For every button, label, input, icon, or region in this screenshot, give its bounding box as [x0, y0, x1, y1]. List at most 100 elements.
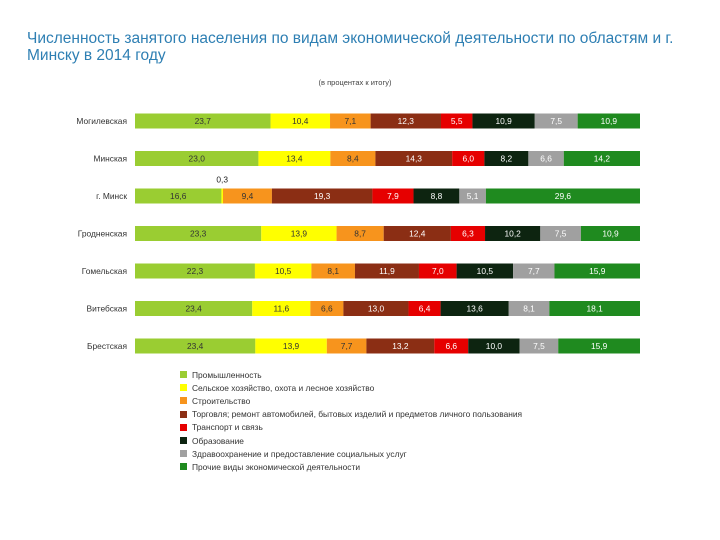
category-label: г. Минск: [96, 191, 127, 201]
data-label: 6,6: [540, 154, 552, 164]
bar-segment: [558, 338, 640, 354]
data-label: 23,3: [190, 229, 207, 239]
data-label: 13,4: [286, 154, 303, 164]
data-label: 12,3: [398, 116, 415, 126]
bar-segment: [450, 226, 486, 241]
bar-segment: [534, 113, 578, 129]
bar-segment: [418, 263, 457, 279]
bar-segment: [513, 263, 555, 279]
bar-segment: [222, 188, 272, 204]
bar-segment: [580, 226, 640, 241]
legend-swatch: [180, 371, 187, 379]
chart-legend: Промышленность Сельское хозяйство, охота …: [180, 368, 600, 474]
data-label: 23,4: [185, 304, 202, 314]
data-label: 16,6: [170, 191, 187, 201]
data-label: 10,9: [601, 116, 618, 126]
data-label: 5,5: [451, 116, 463, 126]
legend-swatch: [180, 423, 187, 431]
bar-segment: [343, 301, 409, 316]
legend-item: Здравоохранение и предоставление социаль…: [180, 447, 600, 460]
bar-segment: [408, 301, 441, 316]
legend-label: Транспорт и связь: [192, 422, 263, 433]
bar-segment: [468, 338, 520, 354]
bar-segment: [135, 188, 222, 204]
category-label: Могилевская: [76, 116, 127, 126]
data-label: 18,1: [587, 304, 604, 314]
data-label: 7,5: [555, 229, 567, 239]
data-label: 10,9: [495, 116, 512, 126]
data-label: 7,0: [432, 266, 444, 276]
data-label: 8,8: [431, 191, 443, 201]
data-label: 6,6: [445, 341, 457, 351]
data-label: 6,6: [321, 304, 333, 314]
bar-segment: [485, 226, 541, 241]
bar-segment: [366, 338, 435, 354]
legend-item: Сельское хозяйство, охота и лесное хозяй…: [180, 381, 600, 394]
chart-subtitle: (в процентах к итогу): [318, 78, 392, 87]
legend-label: Промышленность: [192, 369, 262, 380]
bar-segment: [485, 188, 640, 204]
bar-segment: [440, 113, 473, 129]
data-label: 7,7: [528, 266, 540, 276]
data-label: 15,9: [591, 341, 608, 351]
bar-segment: [554, 263, 640, 279]
data-label: 13,9: [283, 341, 300, 351]
bar-segment: [258, 151, 331, 166]
bar-segment: [270, 113, 331, 129]
legend-item: Торговля; ремонт автомобилей, бытовых из…: [180, 408, 600, 421]
data-label: 6,0: [462, 154, 474, 164]
bar-segment: [372, 188, 414, 204]
data-label: 11,6: [273, 304, 289, 314]
legend-swatch: [180, 463, 187, 471]
legend-swatch: [180, 450, 187, 458]
data-label: 13,6: [467, 304, 484, 314]
data-label: 13,0: [368, 304, 385, 314]
legend-item: Прочие виды экономической деятельности: [180, 460, 600, 473]
data-label: 10,0: [486, 341, 503, 351]
legend-swatch: [180, 384, 187, 392]
bar-segment: [440, 301, 509, 316]
category-label: Гомельская: [82, 266, 127, 276]
bar-segment: [261, 226, 337, 241]
legend-label: Здравоохранение и предоставление социаль…: [192, 448, 407, 459]
legend-label: Образование: [192, 435, 244, 446]
bar-segment: [472, 113, 535, 129]
bar-segment: [255, 338, 327, 354]
bar-segment: [135, 263, 255, 279]
bar-segment: [459, 188, 486, 204]
legend-item: Транспорт и связь: [180, 421, 600, 434]
bar-segment: [135, 338, 256, 354]
data-label: 0,3: [216, 175, 228, 185]
data-label: 14,2: [594, 154, 611, 164]
bar-segment: [254, 263, 312, 279]
bar-segment: [452, 151, 485, 166]
data-label: 23,0: [189, 154, 206, 164]
category-label: Минская: [93, 154, 127, 164]
legend-item: Образование: [180, 434, 600, 447]
data-label: 8,1: [327, 266, 339, 276]
data-label: 14,3: [406, 154, 423, 164]
legend-label: Торговля; ремонт автомобилей, бытовых из…: [192, 409, 523, 420]
bar-segment: [311, 263, 355, 279]
chart-title: Численность занятого населения по видам …: [27, 30, 674, 64]
bar-segment: [484, 151, 529, 166]
bar-segment: [336, 226, 384, 241]
data-label: 10,4: [292, 116, 309, 126]
data-label: 6,3: [462, 229, 474, 239]
bar-segment: [540, 226, 581, 241]
bar-segment: [434, 338, 469, 354]
legend-item: Промышленность: [180, 368, 600, 381]
data-label: 13,2: [392, 341, 409, 351]
category-label: Брестская: [87, 341, 127, 351]
category-label: Витебская: [86, 304, 127, 314]
bar-segment: [326, 338, 367, 354]
bar-segment: [135, 301, 253, 316]
data-label: 9,4: [242, 191, 254, 201]
data-label: 10,5: [275, 266, 292, 276]
legend-label: Сельское хозяйство, охота и лесное хозяй…: [192, 382, 375, 393]
legend-item: Строительство: [180, 394, 600, 407]
data-label: 8,2: [501, 154, 513, 164]
bar-segment: [519, 338, 559, 354]
category-label: Гродненская: [78, 229, 127, 239]
